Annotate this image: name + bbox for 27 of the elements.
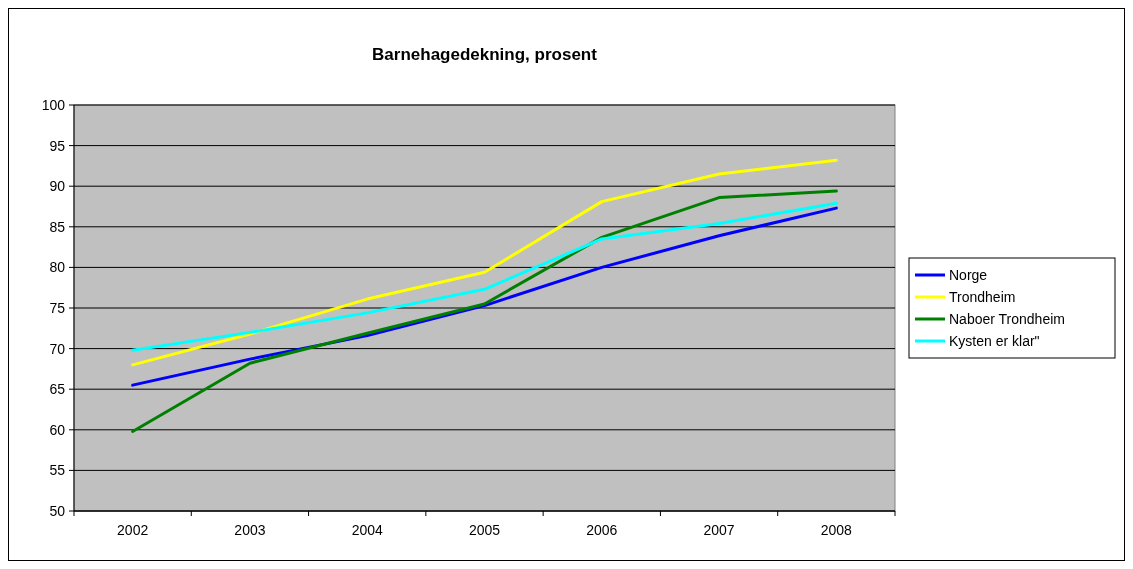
x-tick-label: 2005	[468, 522, 501, 538]
line-series	[131, 189, 838, 433]
y-tick-label: 60	[49, 421, 66, 438]
y-tick-label: 65	[49, 381, 66, 398]
legend-label: Naboer Trondheim	[949, 310, 1065, 327]
line-series	[131, 201, 838, 352]
line-series	[131, 206, 838, 387]
x-tick-label: 2007	[703, 522, 735, 538]
y-tick-label: 95	[49, 137, 66, 154]
chart-title: Barnehagedekning, prosent	[372, 45, 598, 64]
y-tick-label: 85	[49, 218, 66, 235]
y-tick-label: 55	[49, 462, 66, 479]
y-tick-label: 75	[49, 299, 66, 316]
legend-label: Trondheim	[949, 288, 1016, 305]
x-tick-label: 2002	[117, 522, 149, 538]
legend-label: Kysten er klar"	[949, 332, 1040, 349]
x-tick-label: 2003	[234, 522, 266, 538]
x-tick-label: 2008	[820, 522, 853, 538]
line-series	[131, 158, 838, 367]
y-tick-label: 100	[41, 96, 66, 113]
y-tick-label: 70	[49, 340, 66, 357]
x-tick-label: 2004	[351, 522, 383, 538]
y-tick-label: 80	[49, 259, 66, 276]
legend-label: Norge	[949, 266, 988, 283]
y-tick-label: 50	[49, 502, 66, 519]
x-tick-label: 2006	[586, 522, 618, 538]
y-tick-label: 90	[49, 178, 66, 195]
